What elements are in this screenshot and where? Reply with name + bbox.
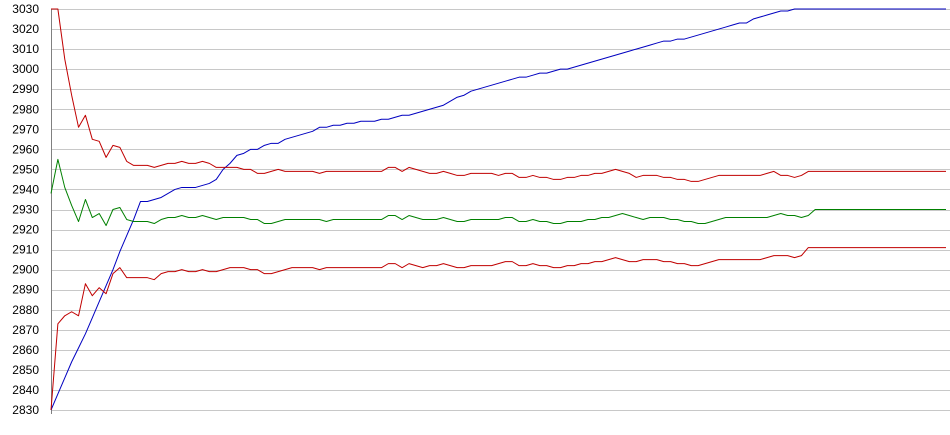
gridlines xyxy=(51,9,950,411)
y-tick-label: 2990 xyxy=(12,82,39,96)
series-lines xyxy=(50,8,946,411)
y-tick-label: 3010 xyxy=(12,42,39,56)
series-line-2 xyxy=(51,8,946,182)
y-tick-label: 2890 xyxy=(12,283,39,297)
y-tick-label: 2920 xyxy=(12,223,39,237)
y-tick-label: 2830 xyxy=(12,403,39,417)
y-tick-label: 3000 xyxy=(12,62,39,76)
series-line-4 xyxy=(50,247,946,411)
y-tick-label: 2980 xyxy=(12,102,39,116)
y-tick-label: 2870 xyxy=(12,323,39,337)
series-line-1 xyxy=(50,8,946,411)
y-tick-label: 2950 xyxy=(12,162,39,176)
y-tick-label: 2840 xyxy=(12,383,39,397)
y-tick-label: 2960 xyxy=(12,142,39,156)
y-axis-tick-labels: 2830 2840 2850 2860 2870 2880 2890 2900 2910 2920… xyxy=(12,2,39,417)
y-tick-label: 2940 xyxy=(12,182,39,196)
y-tick-label: 2900 xyxy=(12,263,39,277)
y-tick-label: 2970 xyxy=(12,122,39,136)
y-tick-label: 2880 xyxy=(12,303,39,317)
y-tick-label: 2860 xyxy=(12,343,39,357)
y-tick-label: 3020 xyxy=(12,22,39,36)
series-line-3 xyxy=(50,158,946,227)
y-tick-label: 2850 xyxy=(12,363,39,377)
y-tick-label: 2930 xyxy=(12,203,39,217)
y-tick-label: 3030 xyxy=(12,2,39,16)
y-tick-label: 2910 xyxy=(12,243,39,257)
